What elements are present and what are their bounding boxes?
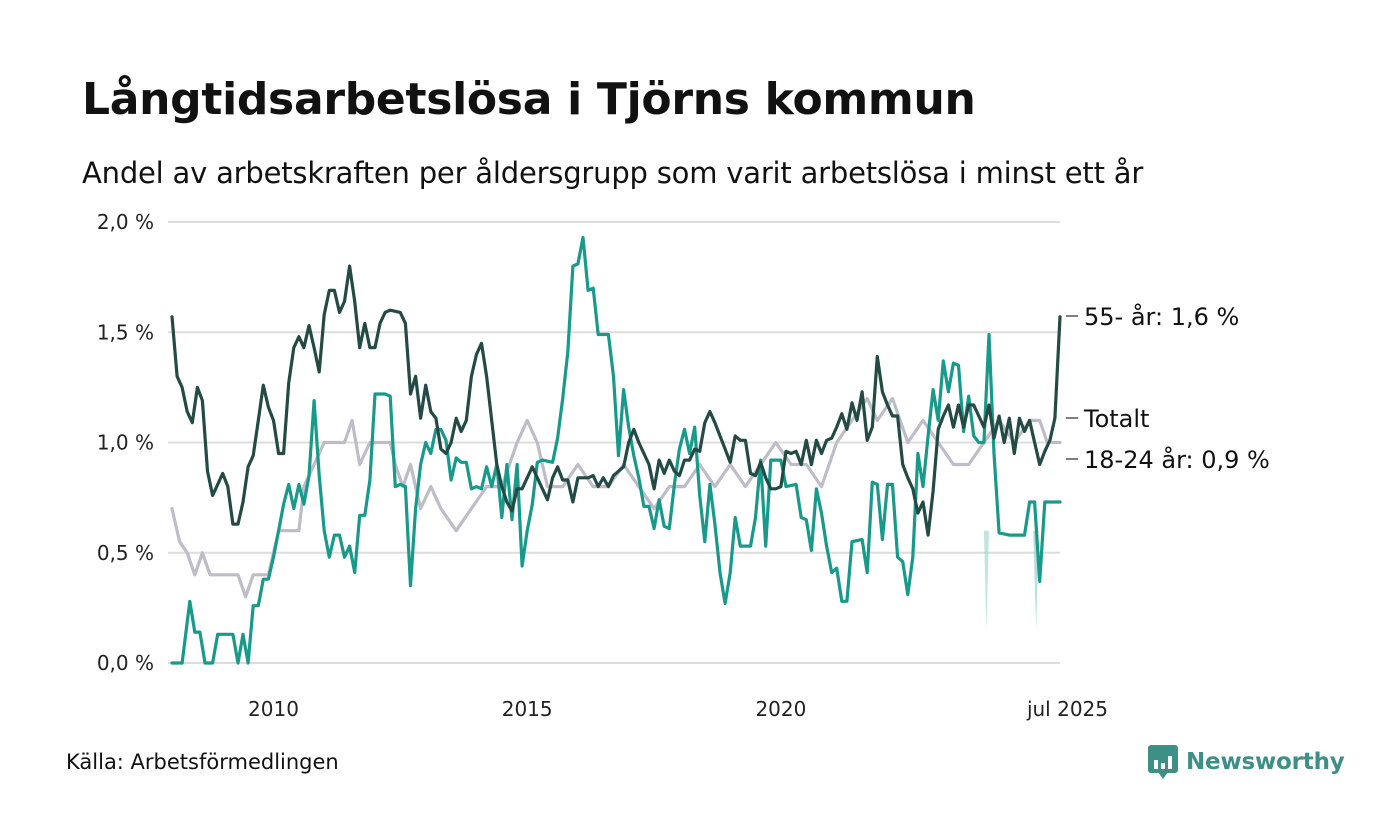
logo-text: Newsworthy xyxy=(1186,749,1345,775)
y-tick-label: 1,0 % xyxy=(97,431,154,455)
series-line-age_55 xyxy=(170,264,1062,537)
x-tick-label: 2020 xyxy=(755,697,806,721)
end-label-age_18_24: 18-24 år: 0,9 % xyxy=(1084,445,1270,474)
y-axis-ticks: 0,0 % 0,5 % 1,0 % 1,5 % 2,0 % xyxy=(97,210,154,675)
x-tick-label: 2015 xyxy=(502,697,553,721)
series-end-labels: Totalt 18-24 år: 0,9 % 55- år: 1,6 % xyxy=(1066,302,1270,474)
y-tick-label: 0,5 % xyxy=(97,541,154,565)
source-note: Källa: Arbetsförmedlingen xyxy=(66,750,339,774)
end-label-total: Totalt xyxy=(1083,405,1149,433)
series-lines xyxy=(170,235,1062,665)
x-tick-label: jul 2025 xyxy=(1026,697,1108,721)
series-line-age_18_24 xyxy=(170,235,1062,665)
chart-title: Långtidsarbetslösa i Tjörns kommun xyxy=(82,74,976,125)
band-layer xyxy=(983,530,1039,630)
series-line-total xyxy=(170,396,1062,599)
y-tick-label: 1,5 % xyxy=(97,320,154,344)
end-label-age_55: 55- år: 1,6 % xyxy=(1084,302,1239,331)
chart-subtitle: Andel av arbetskraften per åldersgrupp s… xyxy=(82,156,1144,190)
y-tick-label: 0,0 % xyxy=(97,651,154,675)
band-18-24-b xyxy=(983,530,989,630)
x-axis-ticks: 2010 2015 2020 jul 2025 xyxy=(248,697,1108,721)
logo-chart-icon xyxy=(1148,745,1178,779)
x-tick-label: 2010 xyxy=(248,697,299,721)
newsworthy-logo[interactable]: Newsworthy xyxy=(1148,744,1345,780)
y-tick-label: 2,0 % xyxy=(97,210,154,234)
